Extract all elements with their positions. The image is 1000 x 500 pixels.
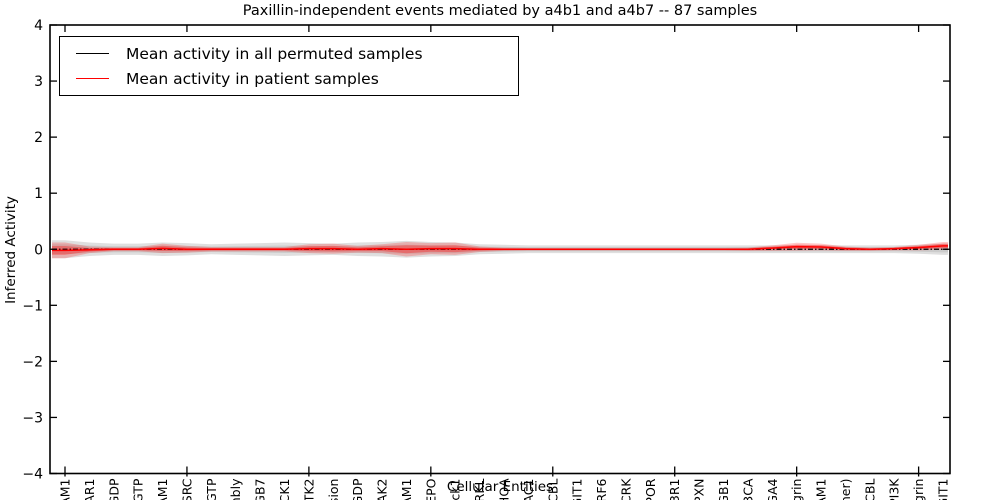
x-category-label: alpha4/beta7 Integrin	[789, 479, 804, 500]
y-tick-label: −3	[22, 410, 43, 426]
legend-line-sample-patient	[76, 78, 109, 79]
patient-std-band	[52, 241, 948, 259]
x-category-label: PTK2	[301, 479, 316, 500]
x-category-label: p130Cas/Crk/Dock1	[448, 479, 463, 500]
x-category-label: alpha4/beta1 Integrin	[911, 479, 926, 500]
x-category-label: ARF6	[594, 478, 609, 500]
y-tick-label: 3	[34, 74, 43, 90]
x-category-label: EPOR	[643, 478, 658, 500]
x-category-label: RAC1	[521, 479, 536, 500]
x-category-label: MADCAM1	[58, 479, 73, 500]
x-category-label: DOCK1	[277, 479, 292, 500]
x-category-label: PI3K	[887, 478, 902, 500]
legend-entry-patient: Mean activity in patient samples	[60, 66, 518, 91]
x-category-label: GIT1	[570, 479, 585, 500]
legend-label: Mean activity in all permuted samples	[126, 44, 423, 63]
x-category-label: PIK3CA	[740, 478, 755, 500]
x-category-label: PXN	[692, 479, 707, 500]
x-category-label: Rac1/GDP	[350, 478, 365, 500]
x-category-label: alpha4/beta7 Integrin/MAdCAM1	[399, 479, 414, 500]
x-category-label: PIK3R1	[667, 479, 682, 500]
x-category-label: mol:GTP	[131, 478, 146, 500]
legend: Mean activity in all permuted samples Me…	[59, 36, 519, 96]
x-category-label: cell adhesion	[326, 479, 341, 500]
x-category-label: Rac1/GTP	[204, 478, 219, 500]
y-tick-label: −4	[22, 467, 43, 483]
x-category-label: CRK	[618, 478, 633, 500]
x-axis-label: Cellular Entities	[446, 479, 554, 495]
x-category-label: alpha4/beta1 Integrin/VCAM1	[814, 479, 829, 500]
x-category-label: ITGB7	[253, 479, 268, 500]
y-tick-label: 1	[34, 186, 43, 202]
chart-title: Paxillin-independent events mediated by …	[242, 3, 758, 19]
x-category-label: CRKL	[472, 478, 487, 500]
y-tick-label: −1	[22, 298, 43, 314]
y-tick-label: −2	[22, 354, 43, 370]
x-category-label: lamellipodium assembly	[228, 478, 243, 500]
x-category-label: alpha4/beta1 Integrin/Paxillin/GIT1	[936, 479, 951, 500]
x-category-label: CBL	[545, 478, 560, 500]
legend-entry-permuted: Mean activity in all permuted samples	[60, 41, 518, 66]
legend-label: Mean activity in patient samples	[126, 69, 379, 88]
x-category-label: RHOA	[497, 478, 512, 500]
x-category-label: ITGA4	[765, 478, 780, 500]
x-category-label: VCAM1	[155, 479, 170, 500]
x-category-label: CRKL/CBL	[862, 478, 877, 500]
patient-mean-line	[52, 245, 948, 252]
x-category-label: BCAR1	[82, 479, 97, 500]
x-category-label: EPO	[423, 478, 438, 500]
x-category-label: SRC	[179, 478, 194, 500]
x-category-label: EPO/EPOR (dimer)	[838, 479, 853, 500]
y-axis-label: Inferred Activity	[3, 196, 19, 304]
y-tick-label: 0	[34, 242, 43, 258]
x-category-label: JAK2	[375, 479, 390, 500]
legend-line-sample-permuted	[76, 53, 109, 54]
x-category-label: ITGB1	[716, 479, 731, 500]
y-tick-label: 4	[34, 18, 43, 34]
x-category-label: mol:GDP	[106, 478, 121, 500]
y-tick-label: 2	[34, 130, 43, 146]
